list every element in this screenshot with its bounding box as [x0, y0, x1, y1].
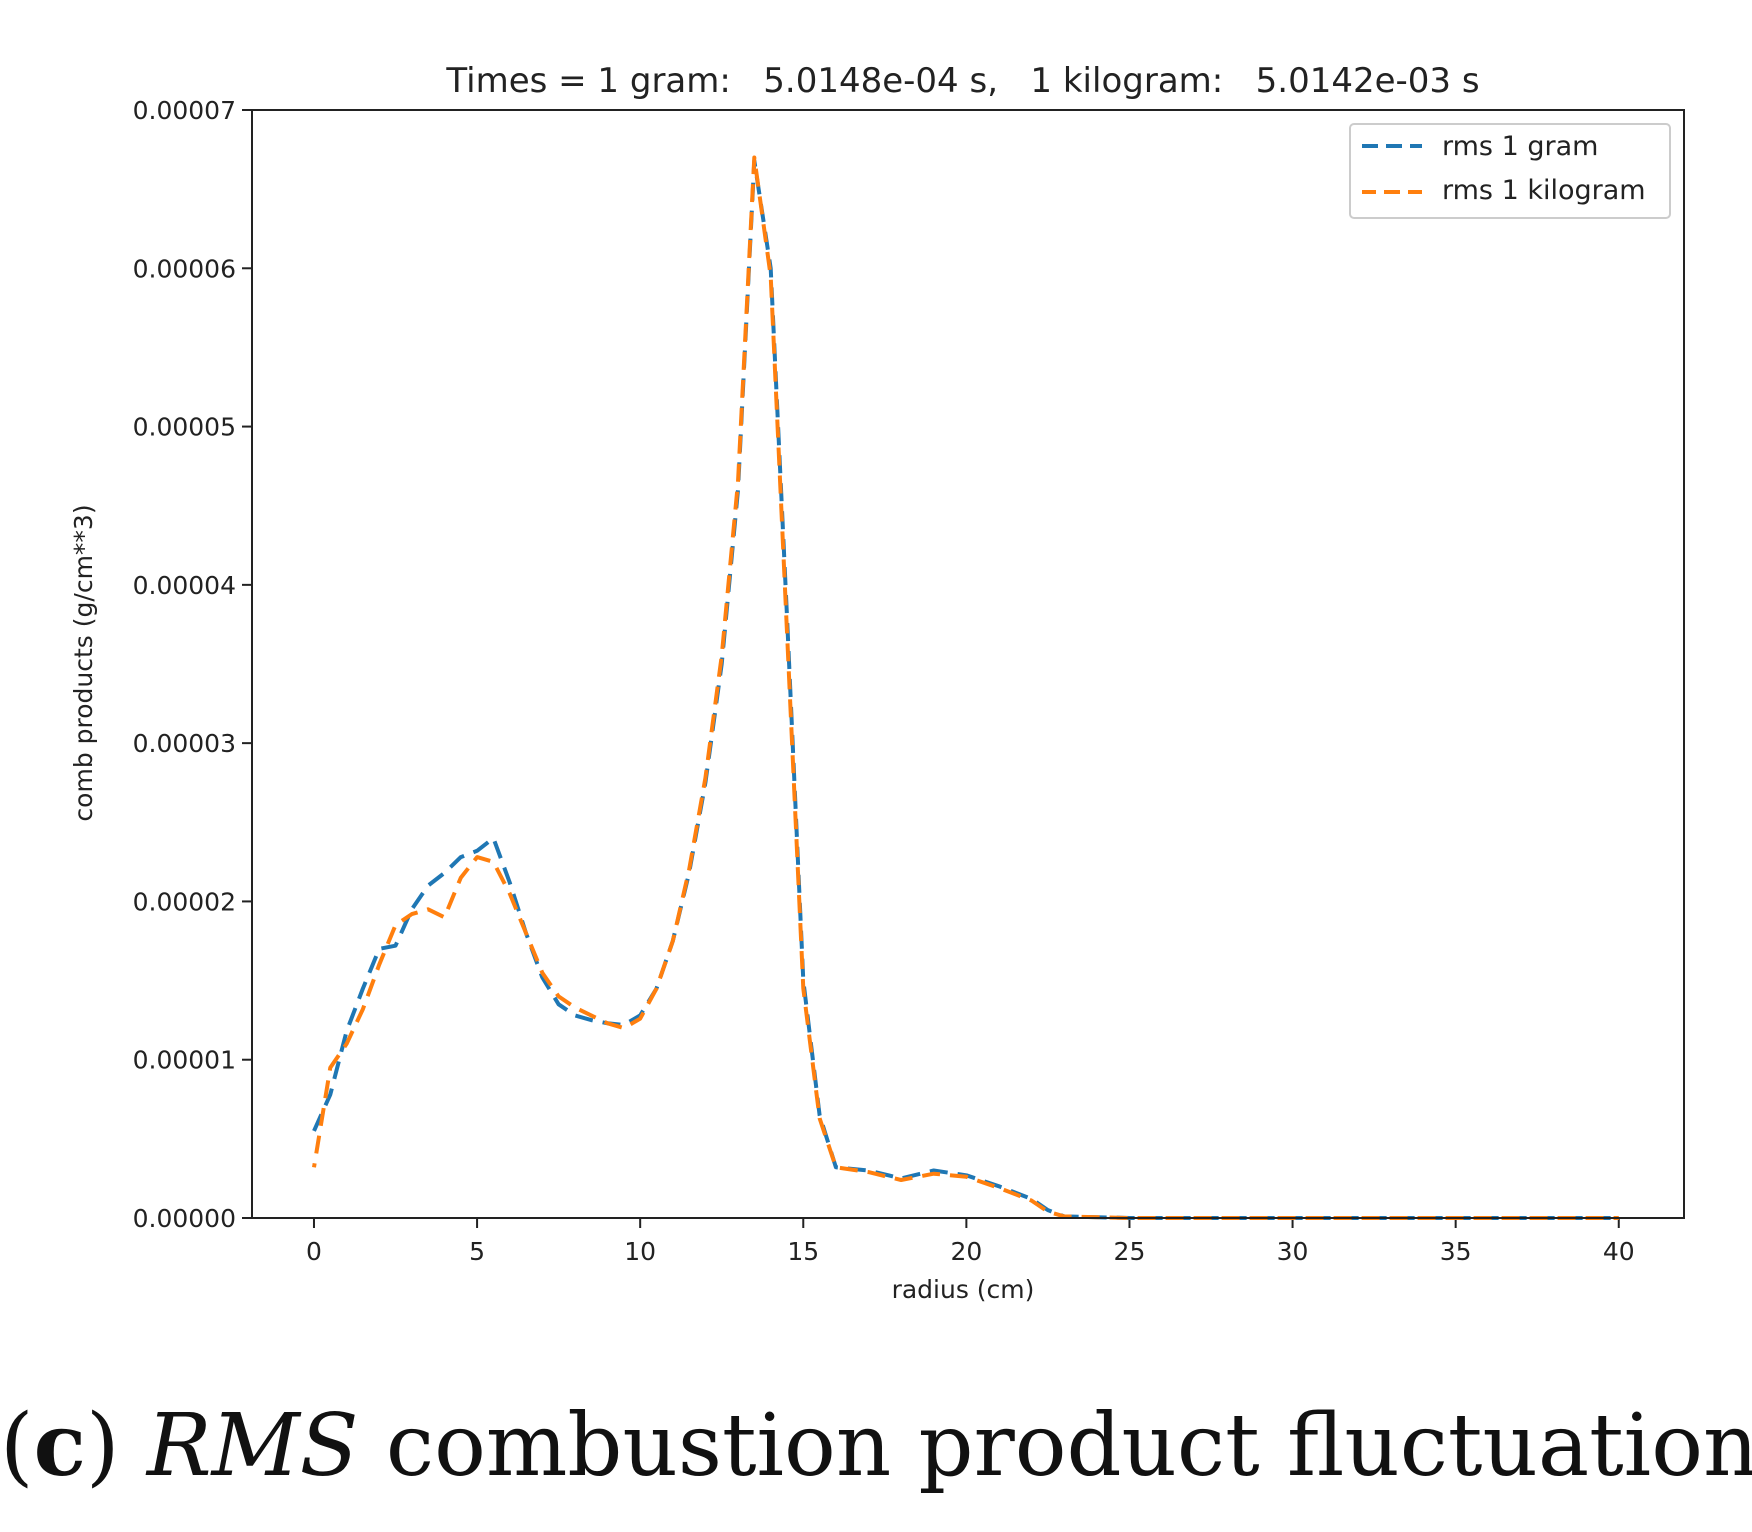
y-axis-label: comb products (g/cm**3): [69, 504, 98, 821]
x-tick-label: 40: [1603, 1237, 1635, 1266]
series-line-rms-1-kilogram: [312, 155, 1619, 1220]
series-line-rms-1-gram: [312, 158, 1619, 1220]
line-chart: Times = 1 gram: 5.0148e-04 s, 1 kilogram…: [69, 61, 1685, 1304]
y-tick-label: 0.00001: [133, 1046, 236, 1075]
chart-container: Times = 1 gram: 5.0148e-04 s, 1 kilogram…: [69, 61, 1685, 1304]
y-tick-label: 0.00003: [133, 729, 236, 758]
x-tick-label: 25: [1114, 1237, 1146, 1266]
x-tick-label: 10: [624, 1237, 656, 1266]
legend-label-rms-1-kilogram: rms 1 kilogram: [1442, 175, 1646, 206]
legend: rms 1 gram rms 1 kilogram: [1349, 123, 1671, 219]
y-tick-label: 0.00002: [133, 887, 236, 916]
caption-open-paren: (: [0, 1396, 34, 1496]
legend-label-rms-1-gram: rms 1 gram: [1442, 131, 1598, 162]
x-tick-label: 30: [1277, 1237, 1309, 1266]
x-tick-label: 35: [1440, 1237, 1472, 1266]
y-tick-label: 0.00004: [133, 571, 236, 600]
x-tick-label: 5: [469, 1237, 485, 1266]
caption-close-paren: ): [85, 1396, 120, 1496]
caption-italic: RMS: [146, 1396, 359, 1496]
plot-frame: [251, 109, 1685, 1219]
legend-box: [1349, 123, 1671, 219]
x-axis-label: radius (cm): [892, 1275, 1035, 1304]
y-tick-label: 0.00005: [133, 413, 236, 442]
x-tick-label: 20: [950, 1237, 982, 1266]
y-tick-label: 0.00007: [133, 96, 236, 125]
figure-caption: (c) RMS combustion product fluctuations: [0, 1395, 1752, 1496]
series-lines: [312, 155, 1619, 1220]
caption-letter: c: [33, 1395, 86, 1496]
x-tick-label: 0: [306, 1237, 322, 1266]
y-tick-label: 0.00006: [133, 254, 236, 283]
caption-rest: combustion product fluctuations: [385, 1396, 1752, 1496]
axis-ticks: 0 5 10 15 20 25 30 35 40 0.00000 0.00001 0.00002 0.0…: [133, 96, 1635, 1266]
chart-title: Times = 1 gram: 5.0148e-04 s, 1 kilogram…: [445, 61, 1479, 101]
y-tick-label: 0.00000: [133, 1204, 236, 1233]
x-tick-label: 15: [787, 1237, 819, 1266]
